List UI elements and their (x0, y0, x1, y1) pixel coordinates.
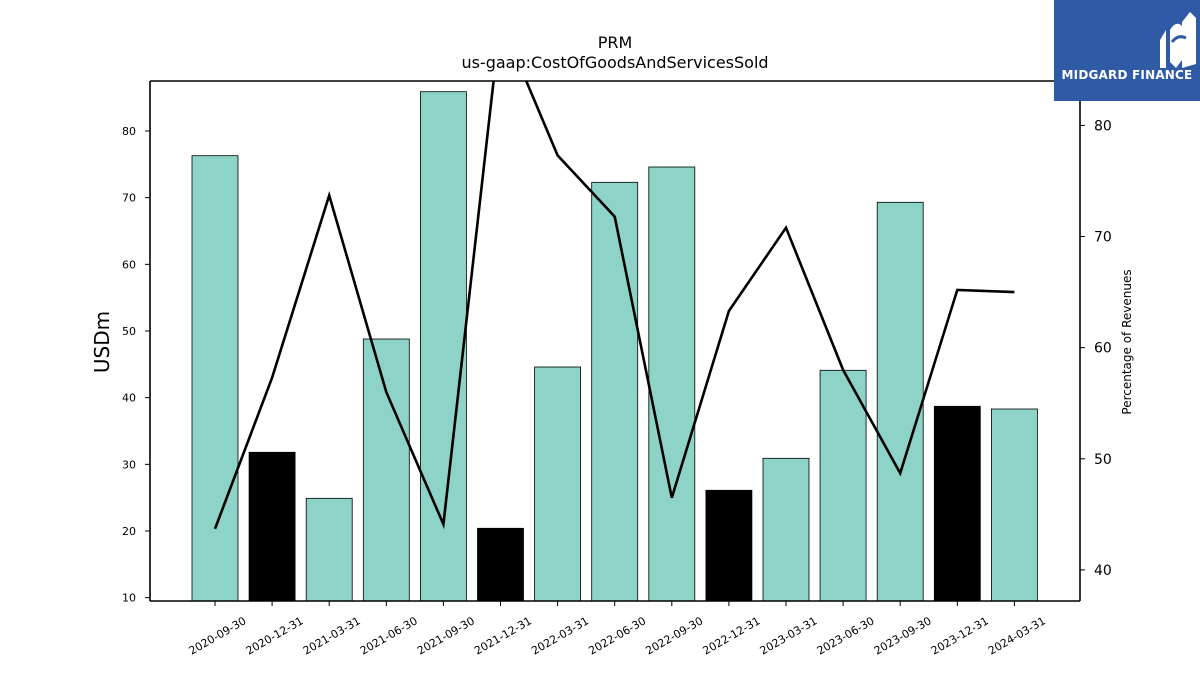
x-tick-label: 2020-12-31 (244, 614, 306, 657)
bar (933, 405, 981, 602)
bar (362, 338, 410, 602)
y2-tick-label: 50 (1094, 452, 1112, 468)
bar (248, 451, 296, 602)
x-tick-label: 2023-03-31 (758, 614, 820, 657)
y2-axis-label: Percentage of Revenues (1120, 269, 1134, 414)
bar (191, 155, 239, 602)
x-tick-label: 2020-09-30 (187, 614, 249, 657)
y-axis-label: USDm (90, 311, 114, 373)
bar (305, 497, 353, 602)
x-tick-label: 2022-09-30 (643, 614, 705, 657)
line-series (213, 81, 1015, 530)
logo-mark-icon (1160, 12, 1196, 68)
y-tick-label: 10 (122, 592, 136, 605)
x-tick-label: 2021-12-31 (472, 614, 534, 657)
logo-text: MIDGARD FINANCE (1061, 68, 1193, 82)
y2-tick-label: 40 (1094, 563, 1112, 579)
y2-tick-label: 60 (1094, 341, 1112, 357)
bar (591, 181, 639, 602)
bar-series (191, 91, 1038, 602)
bar (477, 527, 524, 602)
chart-subtitle: us-gaap:CostOfGoodsAndServicesSold (461, 53, 768, 72)
y-tick-label: 60 (122, 258, 136, 271)
x-tick-label: 2022-03-31 (529, 614, 591, 657)
x-tick-label: 2021-06-30 (358, 614, 420, 657)
y-tick-label: 20 (122, 525, 136, 538)
x-tick-label: 2023-09-30 (872, 614, 934, 657)
chart-title: PRM (598, 33, 633, 52)
bar (991, 408, 1038, 602)
bar (705, 489, 753, 602)
x-tick-label: 2021-09-30 (415, 614, 477, 657)
bar (762, 457, 810, 602)
y-tick-label: 30 (122, 458, 136, 471)
y-tick-label: 70 (122, 192, 136, 205)
y-tick-label: 50 (122, 325, 136, 338)
x-tick-label: 2023-12-31 (929, 614, 991, 657)
bar (648, 166, 696, 602)
y2-tick-label: 80 (1094, 118, 1112, 134)
y-tick-label: 40 (122, 392, 136, 405)
bar (819, 369, 867, 602)
x-tick-label: 2022-06-30 (586, 614, 648, 657)
x-tick-label: 2024-03-31 (986, 614, 1048, 657)
y2-tick-label: 70 (1094, 230, 1112, 246)
bar (876, 201, 924, 602)
line-path (213, 81, 1015, 530)
brand-logo: MIDGARD FINANCE (1054, 0, 1200, 101)
y-tick-label: 80 (122, 125, 136, 138)
x-tick-label: 2023-06-30 (815, 614, 877, 657)
x-tick-label: 2021-03-31 (301, 614, 363, 657)
bar (534, 366, 581, 602)
x-tick-label: 2022-12-31 (701, 614, 763, 657)
